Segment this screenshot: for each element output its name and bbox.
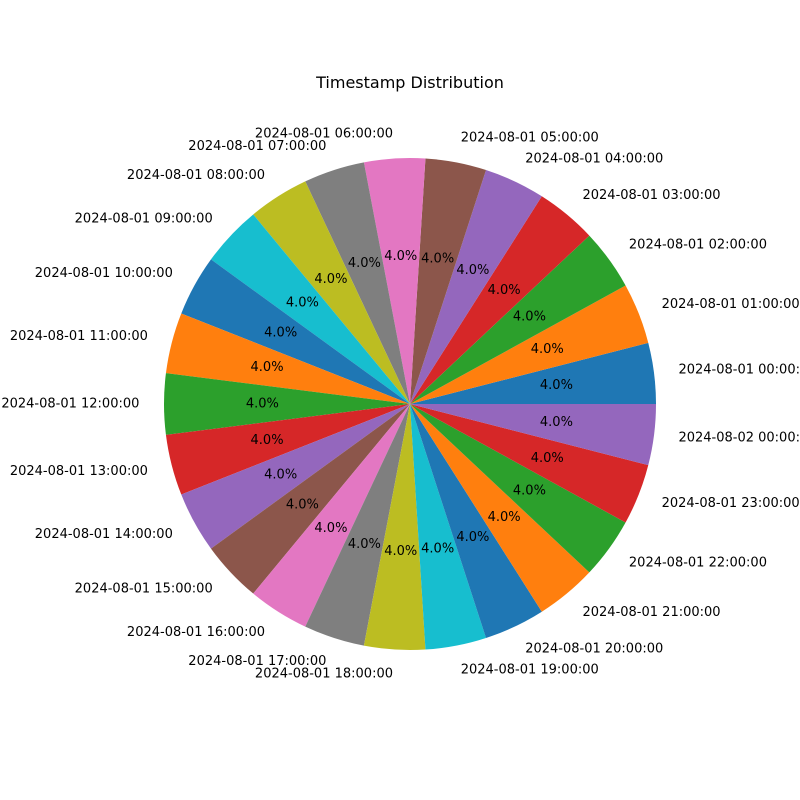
pie-slice	[210, 214, 410, 404]
slice-category-label: 2024-08-01 09:00:00	[75, 211, 213, 226]
pie-slice	[410, 404, 590, 612]
pie-slice	[363, 158, 426, 404]
category-labels: 2024-08-01 00:00:00 2024-08-01 01:00:00 20…	[1, 126, 800, 681]
slice-category-label: 2024-08-01 23:00:00	[662, 496, 800, 511]
pie-slice	[181, 404, 410, 549]
slice-percent-label: 4.0%	[348, 537, 381, 552]
pie-slice	[165, 404, 410, 495]
slice-category-label: 2024-08-01 16:00:00	[127, 625, 265, 640]
pie-slice	[363, 404, 426, 651]
pie-slice	[165, 313, 410, 404]
slice-percent-label: 4.0%	[456, 263, 489, 278]
slice-category-label: 2024-08-01 15:00:00	[75, 582, 213, 597]
slice-percent-label: 4.0%	[384, 544, 417, 559]
slice-percent-label: 4.0%	[540, 378, 573, 393]
pie-slice	[410, 170, 542, 404]
pie-slice	[410, 158, 487, 404]
pie-slice	[410, 404, 649, 523]
slice-category-label: 2024-08-01 03:00:00	[582, 188, 720, 203]
slice-percent-label: 4.0%	[456, 530, 489, 545]
slice-category-label: 2024-08-01 08:00:00	[127, 168, 265, 183]
slice-category-label: 2024-08-01 06:00:00	[255, 126, 393, 141]
slice-category-label: 2024-08-01 17:00:00	[188, 654, 326, 669]
slice-percent-label: 4.0%	[513, 483, 546, 498]
pie-slices	[163, 158, 656, 651]
slice-percent-label: 4.0%	[314, 272, 347, 287]
slice-percent-label: 4.0%	[540, 415, 573, 430]
slice-percent-label: 4.0%	[488, 283, 521, 298]
slice-category-label: 2024-08-01 19:00:00	[461, 662, 599, 677]
chart-title: Timestamp Distribution	[315, 73, 504, 92]
pie-slice	[410, 235, 626, 404]
slice-category-label: 2024-08-01 21:00:00	[582, 605, 720, 620]
slice-percent-label: 4.0%	[421, 541, 454, 556]
pie-slice	[253, 181, 410, 404]
pie-slice	[163, 373, 410, 435]
slice-percent-label: 4.0%	[251, 360, 284, 375]
slice-category-label: 2024-08-01 10:00:00	[35, 266, 173, 281]
slice-percent-label: 4.0%	[246, 397, 279, 412]
pie-slice	[410, 285, 649, 404]
slice-category-label: 2024-08-01 20:00:00	[525, 641, 663, 656]
slice-category-label: 2024-08-01 05:00:00	[461, 131, 599, 146]
pie-slice	[253, 404, 410, 627]
slice-percent-label: 4.0%	[264, 325, 297, 340]
pie-slice	[410, 404, 656, 466]
pie-slice	[305, 404, 410, 646]
slice-category-label: 2024-08-01 02:00:00	[629, 237, 767, 252]
slice-category-label: 2024-08-01 04:00:00	[525, 152, 663, 167]
slice-category-label: 2024-08-01 07:00:00	[188, 139, 326, 154]
pie-slice	[210, 404, 410, 594]
pie-slice	[181, 259, 410, 404]
slice-category-label: 2024-08-01 01:00:00	[662, 297, 800, 312]
slice-category-label: 2024-08-02 00:00:00	[678, 430, 800, 445]
slice-percent-label: 4.0%	[513, 310, 546, 325]
slice-percent-label: 4.0%	[384, 249, 417, 264]
slice-percent-label: 4.0%	[251, 433, 284, 448]
slice-percent-label: 4.0%	[286, 295, 319, 310]
slice-category-label: 2024-08-01 12:00:00	[1, 397, 139, 412]
slice-category-label: 2024-08-01 14:00:00	[35, 527, 173, 542]
slice-percent-label: 4.0%	[531, 342, 564, 357]
slice-percent-label: 4.0%	[488, 510, 521, 525]
percent-labels: 4.0%4.0%4.0%4.0%4.0%4.0%4.0%4.0%4.0%4.0%…	[246, 249, 573, 559]
slice-category-label: 2024-08-01 00:00:00	[678, 363, 800, 378]
pie-slice	[410, 196, 590, 404]
pie-slice	[410, 404, 626, 573]
slice-category-label: 2024-08-01 22:00:00	[629, 556, 767, 571]
slice-percent-label: 4.0%	[531, 451, 564, 466]
slice-percent-label: 4.0%	[421, 252, 454, 267]
pie-slice	[410, 404, 487, 650]
slice-category-label: 2024-08-01 11:00:00	[10, 329, 148, 344]
pie-slice	[410, 404, 542, 638]
slice-percent-label: 4.0%	[264, 468, 297, 483]
pie-slice	[410, 342, 656, 404]
slice-percent-label: 4.0%	[314, 521, 347, 536]
slice-category-label: 2024-08-01 18:00:00	[255, 667, 393, 682]
slice-percent-label: 4.0%	[348, 256, 381, 271]
slice-category-label: 2024-08-01 13:00:00	[10, 464, 148, 479]
pie-slice	[305, 162, 410, 404]
slice-percent-label: 4.0%	[286, 498, 319, 513]
